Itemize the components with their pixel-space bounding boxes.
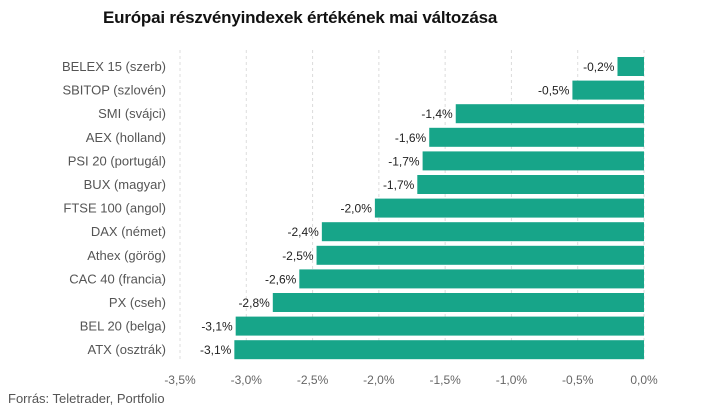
category-label: AEX (holland) [86, 130, 166, 145]
bar [429, 127, 644, 147]
bars [234, 57, 644, 360]
x-tick-label: -2,0% [363, 373, 395, 387]
x-tick-label: -3,0% [231, 373, 263, 387]
labels: -3,5% -3,0% -2,5% -2,0% -1,5% -1,0% -0,5% 0,0% B… [62, 59, 658, 387]
data-label: -2,6% [265, 272, 297, 286]
category-label: CAC 40 (francia) [69, 271, 166, 286]
data-label: -3,1% [200, 343, 232, 357]
category-label: BEL 20 (belga) [80, 319, 166, 334]
category-label: ATX (osztrák) [88, 342, 167, 357]
x-tick-label: -3,5% [164, 373, 196, 387]
data-label: -1,7% [383, 178, 415, 192]
bar [422, 151, 644, 171]
data-label: -1,7% [388, 154, 420, 168]
category-label: SBITOP (szlovén) [62, 83, 166, 98]
data-label: -0,5% [538, 84, 570, 98]
data-label: -2,8% [238, 296, 270, 310]
category-label: DAX (német) [91, 224, 166, 239]
bar [455, 104, 644, 124]
data-label: -0,2% [583, 60, 615, 74]
data-label: -2,4% [287, 225, 319, 239]
data-label: -3,1% [201, 320, 233, 334]
bar [316, 245, 644, 265]
bar [299, 269, 644, 289]
bar [417, 175, 644, 194]
x-tick-label: -0,5% [562, 373, 594, 387]
data-label: -1,4% [421, 107, 453, 121]
source-note: Forrás: Teletrader, Portfolio [8, 391, 165, 406]
x-tick-label: -2,5% [297, 373, 329, 387]
x-tick-label: -1,0% [496, 373, 528, 387]
category-label: BUX (magyar) [84, 177, 166, 192]
category-label: PX (cseh) [109, 295, 166, 310]
data-label: -2,0% [341, 202, 373, 216]
category-label: PSI 20 (portugál) [68, 153, 166, 168]
chart-title: Európai részvényindexek értékének mai vá… [103, 8, 498, 27]
bar [234, 340, 644, 360]
bar [374, 198, 644, 218]
category-label: SMI (svájci) [98, 106, 166, 121]
x-tick-label: -1,5% [429, 373, 461, 387]
bar [321, 222, 644, 242]
x-tick-label: 0,0% [630, 373, 658, 387]
category-label: Athex (görög) [87, 248, 166, 263]
bar [235, 316, 644, 336]
bar [617, 57, 644, 76]
bar [572, 80, 644, 100]
category-label: BELEX 15 (szerb) [62, 59, 166, 74]
category-label: FTSE 100 (angol) [63, 201, 166, 216]
bar [272, 293, 644, 312]
data-label: -1,6% [395, 131, 427, 145]
data-label: -2,5% [282, 249, 314, 263]
